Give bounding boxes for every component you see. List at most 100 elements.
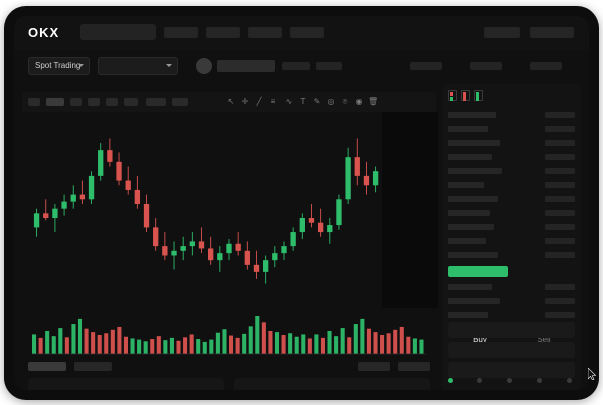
- ask-row-8[interactable]: [448, 210, 490, 216]
- ask-row-9[interactable]: [448, 224, 494, 230]
- stat-24h-volume: [530, 62, 562, 70]
- trash-icon[interactable]: 🗑: [368, 97, 379, 106]
- text-icon[interactable]: T: [300, 97, 306, 106]
- book-both-icon[interactable]: [448, 90, 457, 101]
- ask-price-1: [545, 112, 575, 118]
- brush-icon[interactable]: ✎: [313, 97, 321, 106]
- ask-price-2: [545, 126, 575, 132]
- bid-row-1[interactable]: [448, 284, 492, 290]
- timeframe-5[interactable]: [106, 98, 118, 106]
- nav-item-1[interactable]: [164, 27, 198, 38]
- lock-icon[interactable]: ⌾: [342, 97, 348, 106]
- stat-24h-high: [410, 62, 442, 70]
- ask-row-1[interactable]: [448, 112, 496, 118]
- slider-step-75[interactable]: [537, 378, 542, 383]
- nav-item-4[interactable]: [290, 27, 324, 38]
- candlestick-chart: [33, 138, 425, 284]
- price-chart-panel[interactable]: [22, 116, 436, 356]
- tab-sell[interactable]: Sell: [537, 335, 551, 344]
- order-book-view-icons: [448, 90, 508, 102]
- nav-item-account[interactable]: [484, 27, 520, 38]
- slider-step-0[interactable]: [448, 378, 453, 383]
- ask-price-7: [545, 196, 575, 202]
- chevron-down-icon: [166, 64, 172, 67]
- tab-buy[interactable]: Buy: [473, 335, 487, 344]
- trading-mode-select[interactable]: Spot Trading: [28, 57, 90, 75]
- spread-price-highlight: [448, 266, 508, 277]
- pair-select[interactable]: [98, 57, 178, 75]
- tablet-device-frame: OKX Spot Trading: [4, 6, 599, 400]
- current-pair-label: [217, 60, 275, 72]
- ask-row-5[interactable]: [448, 168, 502, 174]
- tab-trades[interactable]: [358, 362, 390, 371]
- timeframe-3[interactable]: [70, 98, 82, 106]
- cursor-icon[interactable]: ↖: [227, 97, 235, 106]
- ask-row-6[interactable]: [448, 182, 484, 188]
- ask-price-9: [545, 224, 575, 230]
- timeframe-4[interactable]: [88, 98, 100, 106]
- book-asks-icon[interactable]: [461, 90, 470, 101]
- amount-percent-slider[interactable]: [448, 376, 575, 386]
- ask-price-8: [545, 210, 575, 216]
- stat-24h-change: [316, 62, 342, 70]
- top-navigation-bar: OKX: [14, 16, 589, 50]
- order-amount-field[interactable]: [448, 342, 575, 358]
- coin-avatar: [196, 58, 212, 74]
- timeframe-6[interactable]: [124, 98, 138, 106]
- bid-price-1: [545, 284, 575, 290]
- nav-item-assets[interactable]: [530, 27, 574, 38]
- fib-icon[interactable]: ≡: [270, 97, 276, 106]
- magnet-icon[interactable]: ◎: [327, 97, 335, 106]
- slider-step-25[interactable]: [477, 378, 482, 383]
- tab-order-history[interactable]: [74, 362, 112, 371]
- crosshair-icon[interactable]: ✛: [241, 97, 249, 106]
- trading-mode-label: Spot Trading: [35, 61, 81, 70]
- nav-item-2[interactable]: [206, 27, 240, 38]
- ask-price-4: [545, 154, 575, 160]
- nav-item-3[interactable]: [248, 27, 282, 38]
- bottom-card-right[interactable]: [234, 378, 430, 390]
- wave-icon[interactable]: ∿: [285, 97, 293, 106]
- ask-row-4[interactable]: [448, 154, 492, 160]
- order-book-panel: Buy Sell: [442, 84, 581, 390]
- slider-step-100[interactable]: [567, 378, 572, 383]
- bid-price-2: [545, 298, 575, 304]
- volume-chart: [32, 316, 426, 355]
- stat-24h-low: [470, 62, 502, 70]
- trendline-icon[interactable]: ╱: [256, 97, 262, 106]
- bid-row-2[interactable]: [448, 298, 500, 304]
- ask-price-10: [545, 238, 575, 244]
- ask-row-2[interactable]: [448, 126, 488, 132]
- ask-row-3[interactable]: [448, 140, 500, 146]
- market-sub-bar: Spot Trading: [14, 50, 589, 82]
- timeframe-2[interactable]: [46, 98, 64, 106]
- tab-open-orders[interactable]: [28, 362, 66, 371]
- ask-price-5: [545, 168, 575, 174]
- chart-type-button[interactable]: [172, 98, 188, 106]
- tablet-screen: OKX Spot Trading: [14, 16, 589, 390]
- bottom-card-left[interactable]: [28, 378, 224, 390]
- ask-price-3: [545, 140, 575, 146]
- book-bids-icon[interactable]: [474, 90, 483, 101]
- hand-shadow-overlay: [382, 112, 438, 308]
- ask-row-7[interactable]: [448, 196, 498, 202]
- indicators-button[interactable]: [146, 98, 166, 106]
- bid-row-3[interactable]: [448, 312, 488, 318]
- order-price-field[interactable]: [448, 322, 575, 338]
- ask-price-6: [545, 182, 575, 188]
- ask-row-11[interactable]: [448, 252, 498, 258]
- eye-icon[interactable]: ◉: [355, 97, 363, 106]
- slider-step-50[interactable]: [507, 378, 512, 383]
- search-input[interactable]: [80, 24, 156, 40]
- order-total-field[interactable]: [448, 362, 575, 378]
- okx-logo[interactable]: OKX: [28, 25, 60, 40]
- ask-row-10[interactable]: [448, 238, 486, 244]
- tab-positions[interactable]: [398, 362, 430, 371]
- mouse-cursor: [588, 368, 596, 380]
- stat-last-price: [282, 62, 310, 70]
- bid-price-3: [545, 312, 575, 318]
- timeframe-1[interactable]: [28, 98, 40, 106]
- ask-price-11: [545, 252, 575, 258]
- chevron-down-icon: [78, 64, 84, 67]
